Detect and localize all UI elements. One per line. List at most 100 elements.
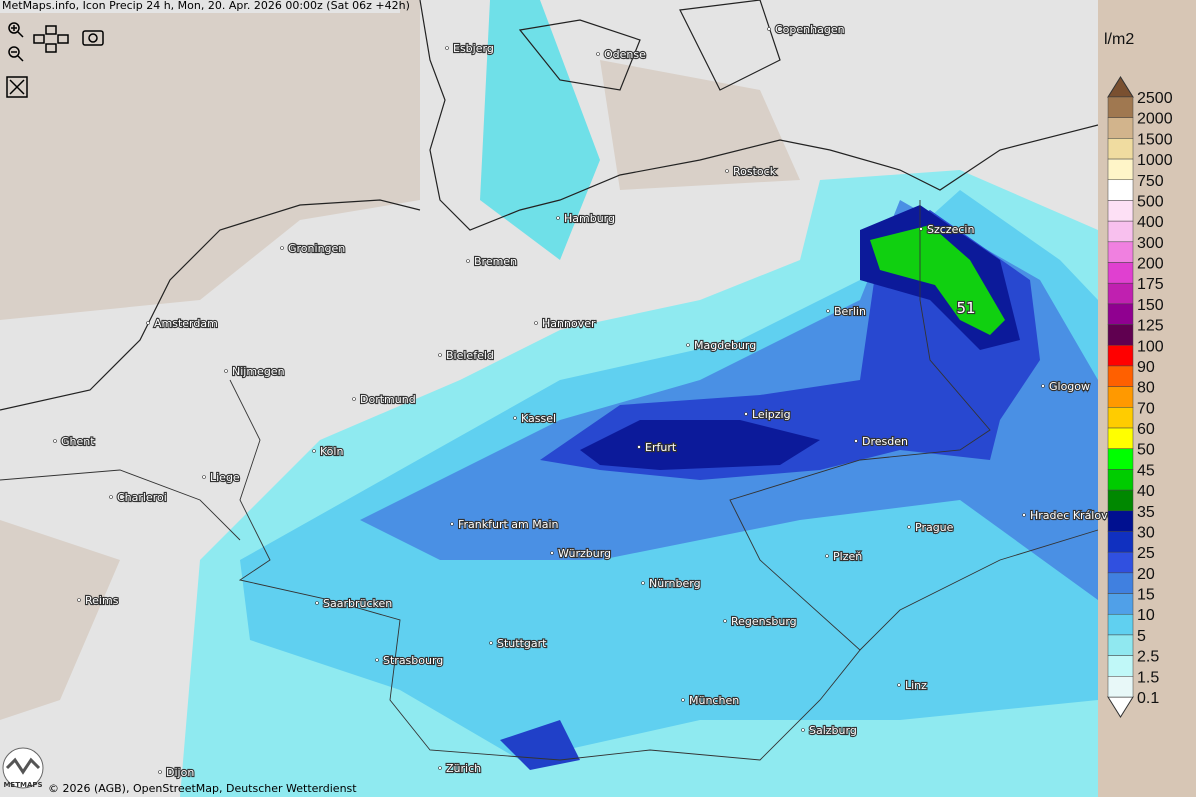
city-dot [854, 439, 858, 443]
legend-label: 400 [1137, 214, 1164, 231]
city-dot [550, 551, 554, 555]
legend-label: 50 [1137, 442, 1155, 459]
legend-label: 45 [1137, 462, 1155, 479]
city-label: Esbjerg [453, 42, 494, 55]
fullscreen[interactable] [6, 76, 28, 98]
city-label: Amsterdam [154, 317, 218, 330]
city-dot [513, 416, 517, 420]
city-label: Copenhagen [775, 23, 845, 36]
city-label: Nijmegen [232, 365, 285, 378]
header-bg [0, 0, 400, 13]
legend-swatch [1107, 158, 1134, 181]
city-label: Szczecin [927, 223, 974, 236]
coastline [0, 0, 1099, 411]
city-label: Hannover [542, 317, 596, 330]
legend-label: 40 [1137, 483, 1155, 500]
city-label: Köln [320, 445, 343, 458]
legend-swatch [1107, 572, 1134, 594]
legend-label: 2.5 [1137, 649, 1159, 666]
city-dot [767, 27, 771, 31]
legend-label: 1000 [1137, 152, 1173, 169]
city-label: München [689, 694, 739, 707]
city-label: Stuttgart [497, 637, 547, 650]
city-label: Kassel [521, 412, 556, 425]
legend-swatch [1107, 510, 1134, 532]
legend-label: 80 [1137, 380, 1155, 397]
city-dot [723, 619, 727, 623]
city-label: Groningen [288, 242, 345, 255]
legend-swatch [1107, 282, 1134, 305]
legend-unit: l/m2 [1104, 31, 1134, 48]
zoom-in[interactable] [8, 22, 24, 38]
legend-label: 30 [1137, 524, 1155, 541]
legend-swatch [1107, 427, 1134, 449]
legend-label: 5 [1137, 628, 1146, 645]
city-label: Plzeň [833, 550, 862, 563]
city-label: Bremen [474, 255, 517, 268]
city-dot [801, 728, 805, 732]
legend-swatch [1107, 551, 1134, 574]
city-label: Dresden [862, 435, 908, 448]
city-dot [681, 698, 685, 702]
legend-swatch [1107, 593, 1134, 615]
legend-label: 10 [1137, 607, 1155, 624]
legend-swatch [1107, 489, 1134, 512]
legend-label: 150 [1137, 297, 1164, 314]
city-dot [280, 246, 284, 250]
city-dot [450, 522, 454, 526]
legend-label: 90 [1137, 359, 1155, 376]
legend-label: 200 [1137, 256, 1164, 273]
city-label: Leipzig [752, 408, 791, 421]
city-dot [438, 353, 442, 357]
city-dot [489, 641, 493, 645]
legend-swatch [1107, 138, 1134, 160]
city-dot [744, 412, 748, 416]
legend-label: 500 [1137, 193, 1164, 210]
zoom-out[interactable] [8, 46, 24, 62]
precip-heavy [500, 720, 580, 770]
city-label: Reims [85, 594, 119, 607]
legend-label: 300 [1137, 235, 1164, 252]
city-dot [637, 445, 641, 449]
legend-swatch [1107, 241, 1134, 263]
city-dot [826, 309, 830, 313]
city-label: Linz [905, 679, 927, 692]
border [0, 200, 1099, 761]
legend-label: 2500 [1137, 90, 1173, 107]
city-dot [907, 525, 911, 529]
legend-label: 100 [1137, 338, 1164, 355]
legend-swatch [1107, 96, 1134, 118]
city-dot [109, 495, 113, 499]
city-dot [202, 475, 206, 479]
city-label: Berlin [834, 305, 866, 318]
legend-swatch [1107, 179, 1134, 201]
city-dot [224, 369, 228, 373]
city-label: Charleroi [117, 491, 167, 504]
legend-swatch [1107, 469, 1134, 491]
legend-label: 0.1 [1137, 690, 1159, 707]
city-label: Hamburg [564, 212, 615, 225]
legend-swatch [1107, 324, 1134, 346]
city-dot [641, 581, 645, 585]
city-dot [312, 449, 316, 453]
legend-swatch [1107, 613, 1134, 636]
legend-label: 70 [1137, 400, 1155, 417]
logo-mark [5, 757, 41, 775]
city-label: Prague [915, 521, 954, 534]
city-dot [375, 658, 379, 662]
legend-swatch [1107, 407, 1134, 429]
legend-swatch [1107, 345, 1134, 367]
screenshot[interactable] [82, 30, 104, 46]
city-label: Magdeburg [694, 339, 756, 352]
legend-swatch [1107, 655, 1134, 677]
copyright: © 2026 (AGB), OpenStreetMap, Deutscher W… [48, 782, 357, 795]
legend-label: 20 [1137, 566, 1155, 583]
legend-label: 125 [1137, 318, 1164, 335]
city-dot [352, 397, 356, 401]
pan[interactable] [33, 25, 69, 53]
city-label: Dortmund [360, 393, 416, 406]
city-label: Erfurt [645, 441, 677, 454]
city-dot [438, 766, 442, 770]
city-label: Würzburg [558, 547, 611, 560]
